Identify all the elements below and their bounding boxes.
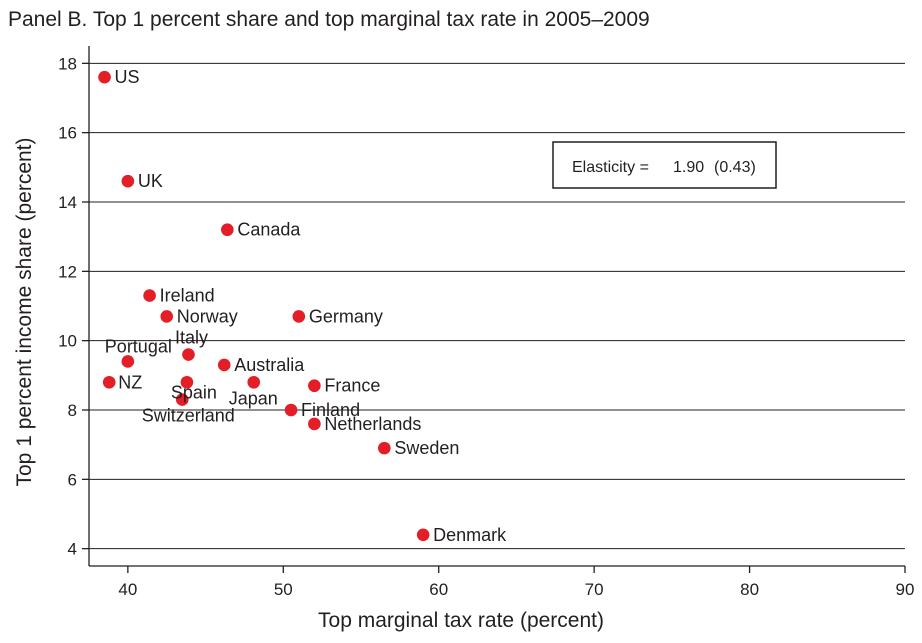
axes: 4 6 8 10 12 14 16 18 40 50 60 70 80 90 bbox=[58, 46, 914, 599]
grid-lines bbox=[89, 62, 905, 550]
point-label: Spain bbox=[171, 382, 217, 402]
point-label: Italy bbox=[175, 328, 208, 348]
y-tick-label: 18 bbox=[58, 54, 77, 73]
data-points bbox=[98, 70, 430, 542]
point-label: Sweden bbox=[394, 438, 459, 458]
y-tick-label: 10 bbox=[58, 332, 77, 351]
y-tick-label: 8 bbox=[68, 401, 77, 420]
point-label: Finland bbox=[301, 400, 360, 420]
point-label: US bbox=[115, 67, 140, 87]
x-tick-label: 60 bbox=[429, 580, 448, 599]
data-point bbox=[284, 403, 298, 417]
point-label: Netherlands bbox=[324, 414, 421, 434]
point-label: France bbox=[324, 376, 380, 396]
point-label: Portugal bbox=[105, 336, 172, 356]
data-point bbox=[378, 441, 391, 455]
y-tick-label: 12 bbox=[58, 262, 77, 281]
annotation-box bbox=[552, 141, 777, 189]
x-tick-label: 50 bbox=[274, 580, 293, 599]
y-tick-label: 16 bbox=[58, 124, 77, 143]
point-label: UK bbox=[138, 171, 163, 191]
data-point bbox=[121, 174, 135, 188]
x-tick-label: 90 bbox=[896, 580, 915, 599]
x-axis-title: Top marginal tax rate (percent) bbox=[318, 609, 604, 632]
annotation-se: (0.43) bbox=[714, 159, 756, 176]
data-point bbox=[221, 223, 234, 237]
data-point bbox=[175, 393, 189, 406]
data-point bbox=[416, 528, 430, 542]
point-label: NZ bbox=[118, 372, 142, 392]
point-label: Denmark bbox=[433, 525, 507, 545]
data-point bbox=[98, 70, 111, 84]
data-point bbox=[160, 310, 174, 323]
data-point bbox=[102, 375, 116, 389]
elasticity-annotation: Elasticity = 1.90 (0.43) bbox=[552, 141, 777, 189]
point-label: Canada bbox=[237, 220, 301, 240]
point-label: Ireland bbox=[160, 286, 215, 306]
x-tick-label: 80 bbox=[740, 580, 759, 599]
point-label: Australia bbox=[234, 355, 305, 375]
y-tick-label: 4 bbox=[68, 540, 77, 559]
data-point bbox=[217, 358, 231, 372]
y-tick-label: 14 bbox=[58, 193, 77, 212]
point-label: Japan bbox=[229, 388, 278, 408]
annotation-value: 1.90 bbox=[673, 159, 704, 176]
data-point bbox=[180, 375, 194, 389]
point-label: Germany bbox=[309, 306, 383, 326]
x-tick-label: 40 bbox=[118, 580, 137, 599]
chart-title: Panel B. Top 1 percent share and top mar… bbox=[8, 8, 650, 31]
annotation-label: Elasticity = bbox=[572, 159, 649, 176]
y-tick-label: 6 bbox=[68, 470, 77, 489]
data-point bbox=[247, 375, 261, 389]
data-point bbox=[292, 310, 306, 323]
data-point bbox=[121, 355, 135, 368]
point-label: Switzerland bbox=[142, 406, 235, 426]
data-point bbox=[182, 348, 195, 361]
data-point bbox=[308, 417, 321, 431]
data-point bbox=[143, 289, 156, 302]
point-label: Norway bbox=[177, 306, 238, 326]
y-axis-title: Top 1 percent income share (percent) bbox=[13, 137, 36, 486]
data-point bbox=[308, 379, 321, 393]
x-tick-label: 70 bbox=[585, 580, 604, 599]
